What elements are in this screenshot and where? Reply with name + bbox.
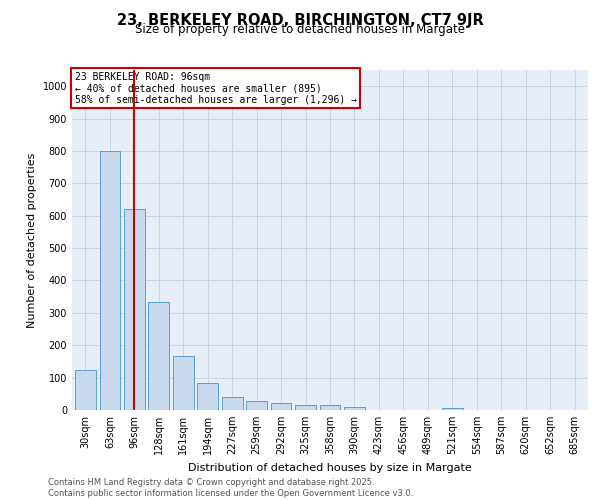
Text: Size of property relative to detached houses in Margate: Size of property relative to detached ho… <box>135 22 465 36</box>
Bar <box>320 406 340 410</box>
Bar <box>197 384 218 410</box>
Bar <box>100 151 120 410</box>
Text: 23 BERKELEY ROAD: 96sqm
← 40% of detached houses are smaller (895)
58% of semi-d: 23 BERKELEY ROAD: 96sqm ← 40% of detache… <box>74 72 356 105</box>
Text: Contains HM Land Registry data © Crown copyright and database right 2025.
Contai: Contains HM Land Registry data © Crown c… <box>48 478 413 498</box>
Bar <box>344 408 365 410</box>
Bar <box>75 370 96 410</box>
Bar <box>222 397 242 410</box>
X-axis label: Distribution of detached houses by size in Margate: Distribution of detached houses by size … <box>188 462 472 472</box>
Bar <box>442 408 463 410</box>
Bar <box>124 209 145 410</box>
Bar <box>148 302 169 410</box>
Text: 23, BERKELEY ROAD, BIRCHINGTON, CT7 9JR: 23, BERKELEY ROAD, BIRCHINGTON, CT7 9JR <box>116 12 484 28</box>
Bar <box>246 402 267 410</box>
Y-axis label: Number of detached properties: Number of detached properties <box>27 152 37 328</box>
Bar <box>271 403 292 410</box>
Bar <box>173 356 194 410</box>
Bar <box>295 405 316 410</box>
